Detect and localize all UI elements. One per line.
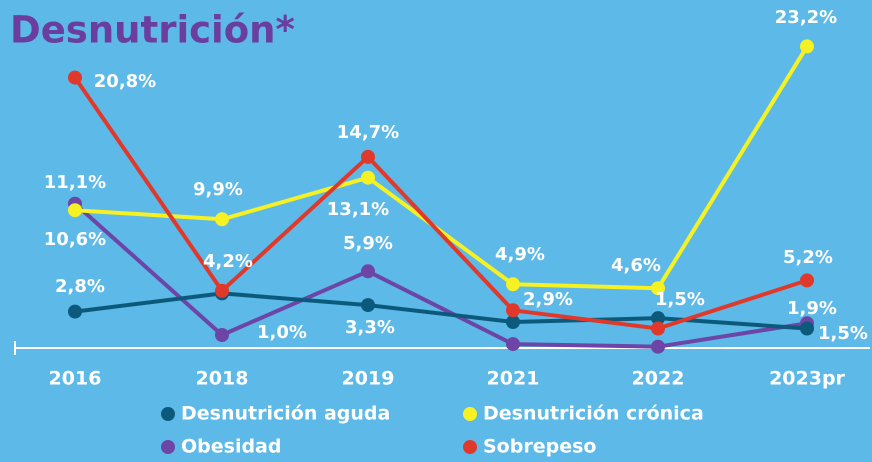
- data-label: 1,9%: [787, 298, 837, 319]
- legend-marker: [463, 407, 477, 421]
- point: [361, 264, 375, 279]
- data-label: 11,1%: [44, 172, 106, 193]
- data-label: 14,7%: [337, 122, 399, 143]
- point: [800, 321, 814, 336]
- point: [361, 170, 375, 185]
- point: [215, 212, 229, 227]
- data-label: 4,6%: [611, 255, 661, 276]
- point: [361, 298, 375, 313]
- legend-marker: [161, 407, 175, 421]
- data-label: 13,1%: [327, 199, 389, 220]
- legend-label: Sobrepeso: [483, 436, 596, 458]
- x-tick-label: 2018: [196, 368, 249, 390]
- data-label: 1,5%: [818, 323, 868, 344]
- data-label: 1,0%: [257, 322, 307, 343]
- point: [651, 311, 665, 326]
- point: [800, 273, 814, 288]
- chart-title: Desnutrición*: [10, 9, 295, 52]
- x-tick-label: 2022: [632, 368, 685, 390]
- data-label: 3,3%: [345, 317, 395, 338]
- line: [73, 202, 808, 349]
- point: [68, 304, 82, 319]
- point: [215, 283, 229, 298]
- point: [361, 149, 375, 164]
- point: [651, 339, 665, 354]
- x-tick-label: 2019: [342, 368, 395, 390]
- x-tick-label: 2023pr: [769, 368, 845, 390]
- data-label: 5,2%: [783, 247, 833, 268]
- point: [800, 39, 814, 54]
- data-label: 2,8%: [55, 276, 105, 297]
- point: [506, 337, 520, 352]
- data-label: 9,9%: [193, 179, 243, 200]
- data-label: 10,6%: [44, 229, 106, 250]
- point: [506, 277, 520, 292]
- data-label: 4,9%: [495, 244, 545, 265]
- point: [506, 303, 520, 318]
- data-label: 4,2%: [203, 251, 253, 272]
- data-label: 2,9%: [523, 289, 573, 310]
- data-label: 20,8%: [94, 71, 156, 92]
- x-tick-label: 2021: [487, 368, 540, 390]
- data-label: 5,9%: [343, 233, 393, 254]
- legend-label: Obesidad: [181, 436, 281, 458]
- legend-label: Desnutrición aguda: [181, 403, 390, 425]
- point: [68, 203, 82, 218]
- point: [68, 70, 82, 85]
- point: [215, 328, 229, 342]
- legend-label: Desnutrición crónica: [483, 403, 704, 425]
- line: [73, 76, 808, 331]
- point: [506, 315, 520, 329]
- legend-marker: [161, 440, 175, 454]
- data-label: 23,2%: [775, 7, 837, 28]
- point: [651, 281, 665, 296]
- x-tick-label: 2016: [49, 368, 102, 390]
- data-label: 1,5%: [655, 289, 705, 310]
- legend-marker: [463, 440, 477, 454]
- point: [651, 321, 665, 336]
